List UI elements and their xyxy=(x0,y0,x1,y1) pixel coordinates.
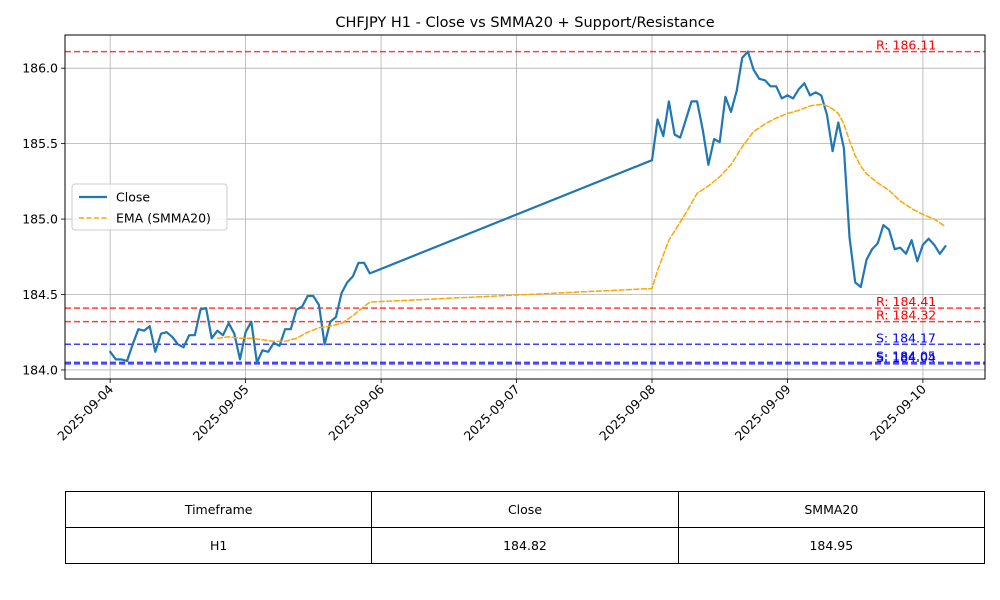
y-tick-label: 186.0 xyxy=(22,61,58,76)
x-tick-label: 2025-09-09 xyxy=(732,381,794,443)
summary-table: Timeframe Close SMMA20 H1 184.82 184.95 xyxy=(64,491,986,564)
table-cell: H1 xyxy=(64,527,373,564)
legend: Close EMA (SMMA20) xyxy=(71,183,228,231)
legend-label: EMA (SMMA20) xyxy=(116,211,211,226)
y-tick-label: 184.0 xyxy=(22,362,58,377)
x-axis: 2025-09-04 2025-09-05 2025-09-06 2025-09-07… xyxy=(54,379,929,443)
table-header-cell: Close xyxy=(371,491,679,528)
table-header-row: Timeframe Close SMMA20 xyxy=(64,491,986,528)
x-tick-label: 2025-09-06 xyxy=(325,381,387,443)
y-axis: 184.0 184.5 185.0 185.5 186.0 xyxy=(22,61,65,377)
support-level-label: S: 184.05 xyxy=(876,348,936,363)
legend-box xyxy=(71,183,228,231)
table-row: H1 184.82 184.95 xyxy=(64,527,986,564)
support-level-label: S: 184.04 xyxy=(876,350,936,365)
legend-label: Close xyxy=(116,190,150,205)
level-labels: R: 186.11 R: 184.41R: 184.32 S: 184.17 S: 1… xyxy=(876,38,936,365)
support-level-label: S: 184.17 xyxy=(876,330,936,345)
chart-title: CHFJPY H1 - Close vs SMMA20 + Support/Re… xyxy=(335,15,714,31)
y-tick-label: 184.5 xyxy=(22,287,58,302)
close-series-line xyxy=(109,50,947,364)
x-tick-label: 2025-09-10 xyxy=(867,381,929,443)
resistance-level-label: R: 184.41 xyxy=(876,294,936,309)
plot-frame xyxy=(64,34,986,380)
table-cell: 184.82 xyxy=(371,527,679,564)
x-tick-label: 2025-09-04 xyxy=(54,381,116,443)
chart-figure: CHFJPY H1 - Close vs SMMA20 + Support/Re… xyxy=(22,15,986,443)
y-tick-label: 185.5 xyxy=(22,136,58,151)
x-tick-label: 2025-09-07 xyxy=(461,382,523,444)
smma20-series-line xyxy=(216,103,947,343)
table-cell: 184.95 xyxy=(677,527,986,564)
support-resistance-lines xyxy=(65,50,985,365)
y-tick-label: 185.0 xyxy=(22,212,58,227)
resistance-level-label: R: 186.11 xyxy=(876,38,936,53)
table-header-cell: SMMA20 xyxy=(677,491,986,528)
x-tick-label: 2025-09-08 xyxy=(596,381,658,443)
x-tick-label: 2025-09-05 xyxy=(190,382,252,444)
table-header-cell: Timeframe xyxy=(64,491,373,528)
series-lines xyxy=(109,50,947,364)
resistance-level-label: R: 184.32 xyxy=(876,308,936,323)
